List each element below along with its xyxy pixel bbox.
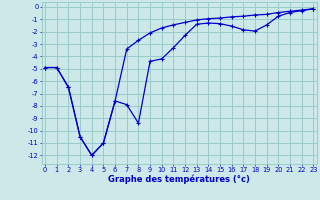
X-axis label: Graphe des températures (°c): Graphe des températures (°c): [108, 175, 250, 184]
